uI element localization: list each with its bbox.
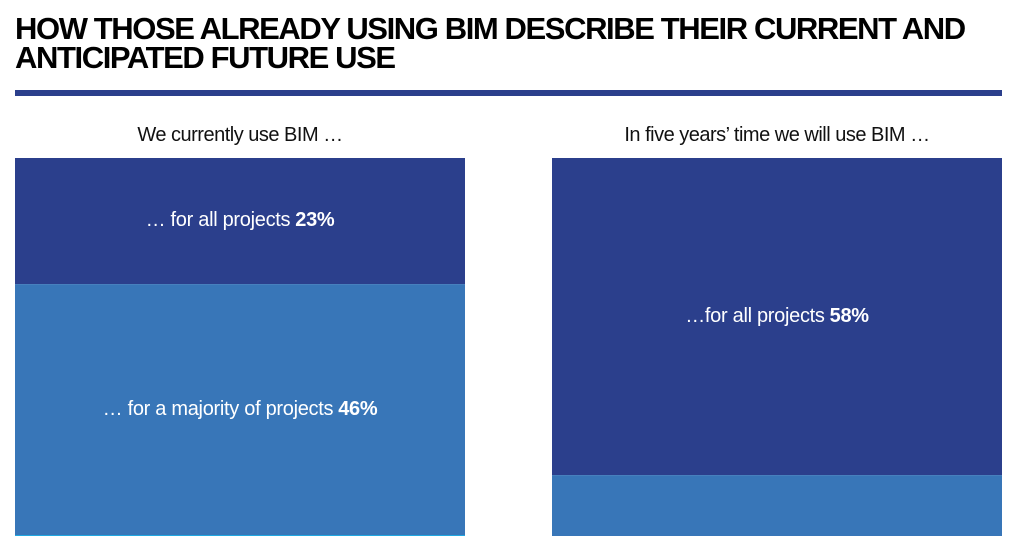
bar-segment: …for all projects 58% [552,158,1002,475]
chart-current-use: We currently use BIM … … for all project… [15,118,465,536]
segment-label: … for all projects [145,209,291,232]
segment-label: … for a majority of projects [102,398,334,421]
segment-value: 58% [829,304,869,327]
bar-segment: … for a majority of projects 46% [15,283,465,535]
title-divider [15,90,1002,96]
segment-value: 23% [295,209,335,232]
chart-future-use: In five years’ time we will use BIM … …f… [552,118,1002,536]
chart-title: We currently use BIM … [137,124,343,146]
bar-segment: … for all projects 23% [15,158,465,284]
stacked-bar: …for all projects 58% [552,158,1002,536]
segment-label: …for all projects [685,304,825,327]
chart-title: In five years’ time we will use BIM … [624,124,930,146]
segment-value: 46% [338,398,378,421]
stacked-bar: … for all projects 23%… for a majority of… [15,158,465,536]
page-title: How those already using BIM describe the… [15,11,966,75]
bar-segment [15,534,465,536]
bar-segment [552,474,1002,536]
